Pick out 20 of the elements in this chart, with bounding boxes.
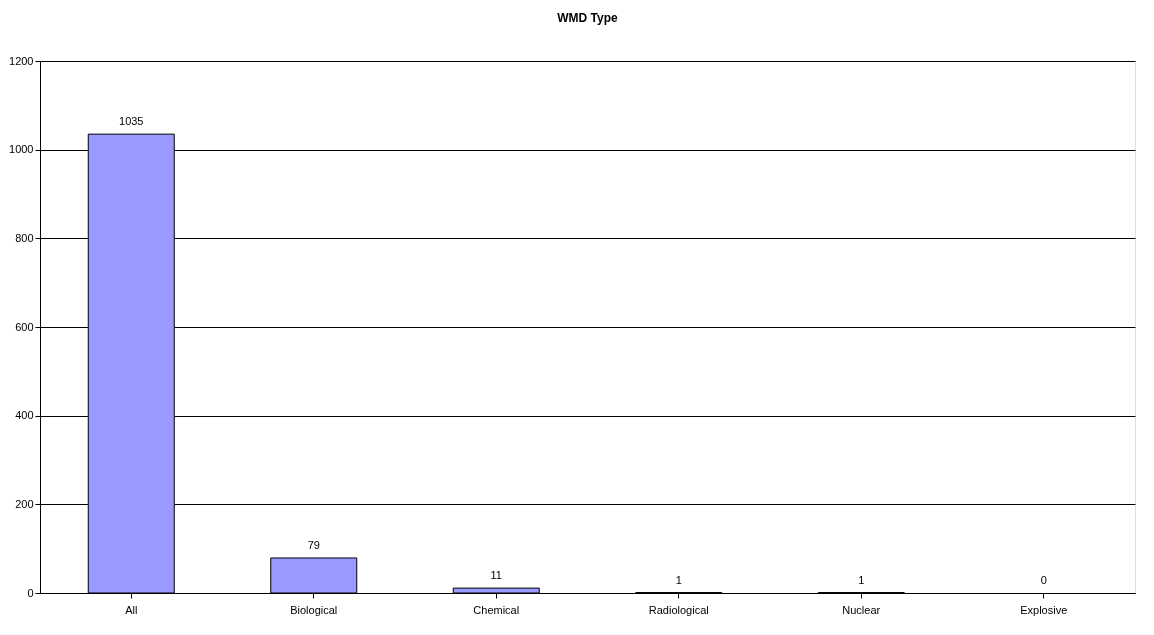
data-label: 11 <box>490 569 502 582</box>
y-tick-label: 200 <box>15 497 34 510</box>
x-tick-label: Explosive <box>1020 603 1068 616</box>
data-label: 79 <box>307 538 320 551</box>
x-tick-label: Radiological <box>648 603 709 616</box>
x-tick-label: All <box>125 603 138 616</box>
data-label: 1 <box>858 573 865 586</box>
chart-title: WMD Type <box>557 11 619 25</box>
y-tick-label: 400 <box>15 409 34 422</box>
x-tick-label: Biological <box>290 603 338 616</box>
y-tick-label: 600 <box>15 320 34 333</box>
data-label: 0 <box>1040 574 1047 586</box>
data-label: 1 <box>675 573 682 586</box>
data-label: 1035 <box>119 115 144 128</box>
y-tick-label: 1200 <box>9 54 34 67</box>
y-tick-label: 1000 <box>9 143 34 156</box>
y-tick-label: 0 <box>27 586 34 599</box>
x-tick-label: Chemical <box>473 603 520 616</box>
x-tick-label: Nuclear <box>842 603 881 616</box>
y-tick-label: 800 <box>15 231 34 244</box>
